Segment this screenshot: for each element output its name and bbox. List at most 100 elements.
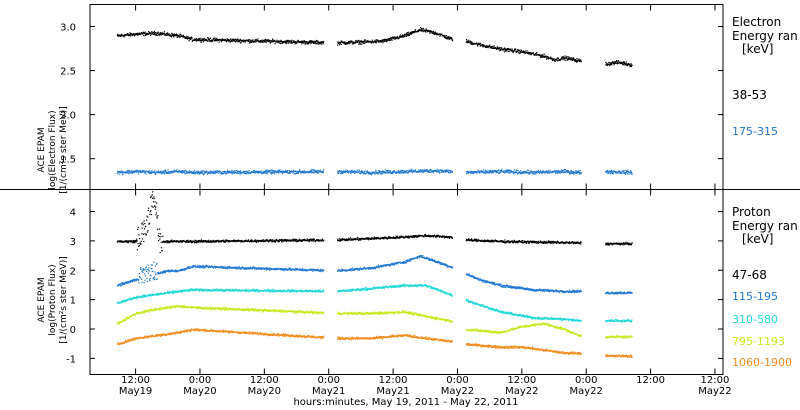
data-point xyxy=(173,171,175,173)
data-point xyxy=(534,242,537,244)
data-point xyxy=(259,171,261,173)
data-point xyxy=(148,31,150,33)
data-point xyxy=(142,269,145,271)
data-point xyxy=(296,269,298,271)
data-point xyxy=(549,57,551,60)
data-point xyxy=(517,50,519,52)
data-point xyxy=(167,240,169,242)
data-point xyxy=(445,37,447,39)
data-point xyxy=(322,42,324,44)
data-point xyxy=(385,40,387,42)
data-point xyxy=(117,285,119,287)
data-point xyxy=(218,41,220,43)
data-point xyxy=(137,243,139,245)
data-point xyxy=(236,41,238,43)
data-point xyxy=(444,36,446,38)
data-point xyxy=(368,237,370,239)
data-point xyxy=(383,38,385,41)
data-point xyxy=(364,170,366,172)
data-point xyxy=(361,172,363,174)
data-point xyxy=(156,216,158,218)
data-point xyxy=(622,244,624,246)
data-point xyxy=(347,40,350,43)
data-point xyxy=(339,240,342,242)
data-point xyxy=(374,172,376,175)
data-point xyxy=(627,243,629,245)
data-point xyxy=(580,243,582,245)
data-point xyxy=(368,172,370,174)
data-point xyxy=(576,61,578,63)
data-point xyxy=(316,171,318,173)
data-point xyxy=(623,61,625,63)
data-point xyxy=(153,196,155,198)
data-point xyxy=(268,41,270,43)
data-point xyxy=(409,33,411,35)
data-point xyxy=(160,172,162,174)
data-point xyxy=(168,171,170,173)
data-point xyxy=(196,266,198,268)
data-point xyxy=(360,172,362,174)
data-point xyxy=(235,241,237,243)
data-point xyxy=(184,37,186,39)
data-point xyxy=(276,39,278,41)
data-point xyxy=(145,225,147,227)
data-point xyxy=(275,239,277,241)
data-point xyxy=(540,55,542,57)
data-point xyxy=(571,242,573,244)
data-point xyxy=(157,228,159,230)
data-point xyxy=(421,27,423,29)
data-point xyxy=(227,172,230,174)
data-point xyxy=(137,34,139,36)
data-point xyxy=(289,269,291,271)
data-point xyxy=(292,239,294,241)
data-point xyxy=(181,172,183,174)
data-point xyxy=(381,171,383,173)
data-point xyxy=(339,238,341,240)
data-point xyxy=(194,239,196,242)
data-point xyxy=(322,270,324,272)
data-point xyxy=(195,240,197,242)
data-point xyxy=(180,240,182,242)
data-point xyxy=(420,30,422,32)
data-point xyxy=(621,62,623,65)
data-point xyxy=(253,172,255,174)
data-point xyxy=(485,172,487,174)
data-point xyxy=(267,240,269,242)
data-point xyxy=(167,269,169,271)
data-point xyxy=(128,169,130,171)
data-point xyxy=(340,40,342,42)
data-point xyxy=(127,171,129,173)
data-point xyxy=(487,240,490,243)
data-point xyxy=(321,238,323,240)
data-point xyxy=(490,46,492,48)
data-point xyxy=(285,40,287,42)
data-point xyxy=(532,240,534,242)
data-point xyxy=(352,172,354,174)
data-point xyxy=(129,171,131,173)
data-point xyxy=(565,59,567,61)
data-point xyxy=(156,263,158,265)
data-point xyxy=(192,173,194,175)
data-point xyxy=(562,169,565,171)
data-point xyxy=(432,236,435,238)
data-point xyxy=(153,32,155,34)
data-point xyxy=(605,64,607,66)
data-point xyxy=(190,37,192,39)
data-point xyxy=(407,35,409,37)
data-point xyxy=(503,51,505,53)
data-point xyxy=(278,240,280,242)
data-point xyxy=(271,41,273,43)
data-point xyxy=(381,237,383,239)
data-point xyxy=(155,206,157,208)
data-point xyxy=(607,171,609,173)
data-point xyxy=(446,36,448,38)
data-point xyxy=(611,62,613,64)
data-point xyxy=(245,267,247,269)
data-point xyxy=(346,171,348,173)
data-point xyxy=(275,240,277,242)
data-point xyxy=(140,242,142,244)
data-point xyxy=(526,171,529,173)
data-point xyxy=(268,239,270,241)
data-point xyxy=(420,27,422,29)
data-point xyxy=(369,171,371,173)
